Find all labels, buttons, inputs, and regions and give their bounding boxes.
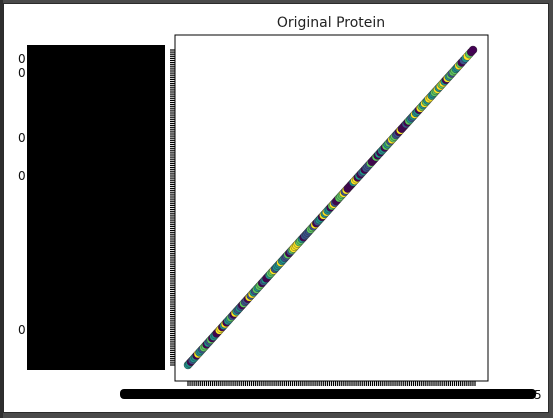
- y-tick-label: 0: [18, 323, 26, 337]
- data-point: [468, 45, 478, 55]
- chart-title: Original Protein: [277, 15, 385, 31]
- y-tick-label: 0: [18, 66, 26, 80]
- y-tick-label: 0: [18, 52, 26, 66]
- x-tick-labels-overlap: [120, 389, 536, 399]
- y-tick-labels-overlap: [27, 45, 165, 370]
- background-edge: [0, 0, 3, 418]
- y-tick-label: 0: [18, 131, 26, 145]
- x-ticks: [187, 381, 476, 386]
- y-ticks: [170, 49, 175, 366]
- x-tick-label: 5: [534, 388, 542, 402]
- data-points: [183, 45, 478, 370]
- y-tick-label: 0: [18, 169, 26, 183]
